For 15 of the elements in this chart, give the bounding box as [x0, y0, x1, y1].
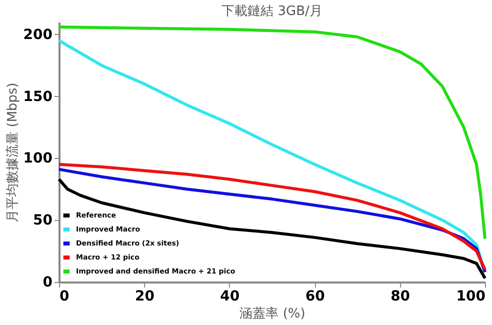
y-tick-label: 150	[23, 88, 53, 105]
y-tick-label: 50	[33, 212, 53, 229]
x-tick-label: 20	[134, 288, 155, 304]
x-tick-label: 40	[220, 288, 240, 304]
x-tick-label: 0	[60, 288, 70, 304]
x-tick-label: 60	[305, 288, 326, 304]
y-tick-label: 100	[23, 150, 53, 167]
line-series	[58, 25, 486, 240]
x-tick-label: 80	[390, 288, 410, 304]
y-axis-title: 月平均數據流量 (Mbps)	[4, 82, 20, 222]
x-axis-title: 涵蓋率 (%)	[240, 306, 306, 322]
chart-title: 下載鏈結 3GB/月	[222, 4, 322, 19]
x-tick-label: 100	[456, 288, 486, 304]
y-tick-label: 200	[23, 26, 53, 43]
y-tick-label: 0	[42, 274, 53, 290]
